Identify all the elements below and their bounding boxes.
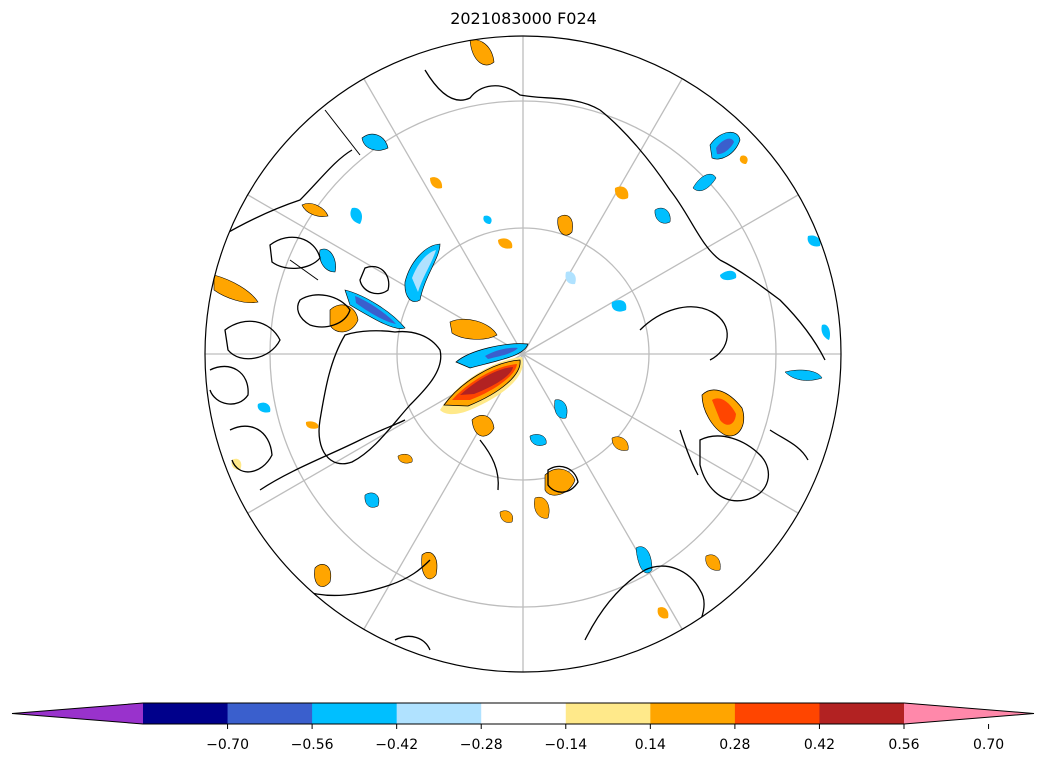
colorbar-outline (11, 702, 1035, 725)
colorbar-cell (227, 703, 313, 724)
colorbar-tick-label: 0.70 (973, 737, 1004, 753)
colorbar-tick-label: 0.28 (719, 737, 750, 753)
map-title: 2021083000 F024 (450, 9, 597, 28)
borders (289, 109, 361, 281)
colorbar-tick-label: −0.28 (460, 737, 503, 753)
colorbar-cell (734, 703, 820, 724)
colorbar-tick-label: 0.42 (804, 737, 835, 753)
anomaly-fields (213, 39, 831, 619)
map-boundary (204, 35, 842, 673)
colorbar-cell (143, 703, 229, 724)
coastlines (209, 69, 826, 651)
colorbar-cell (819, 703, 905, 724)
colorbar-tick-label: −0.56 (291, 737, 334, 753)
colorbar-extend-low (12, 703, 143, 724)
colorbar-cell (312, 703, 398, 724)
colorbar-extend-high (904, 703, 1034, 724)
map-interior (205, 36, 841, 672)
colorbar: −0.70 −0.56 −0.42 −0.28 −0.14 0.14 0.28 0.42 0.5… (11, 702, 1035, 753)
colorbar-cell (565, 703, 651, 724)
colorbar-tick-label: −0.70 (206, 737, 249, 753)
graticule (205, 36, 841, 672)
colorbar-tick-label: −0.42 (375, 737, 418, 753)
colorbar-cell (481, 703, 567, 724)
colorbar-cell (650, 703, 736, 724)
colorbar-tick-label: 0.14 (635, 737, 666, 753)
colorbar-cells (11, 702, 1035, 725)
colorbar-tick-label: 0.56 (888, 737, 919, 753)
colorbar-ticks: −0.70 −0.56 −0.42 −0.28 −0.14 0.14 0.28 0.42 0.5… (206, 724, 1004, 753)
colorbar-cell (396, 703, 482, 724)
colorbar-tick-label: −0.14 (544, 737, 587, 753)
